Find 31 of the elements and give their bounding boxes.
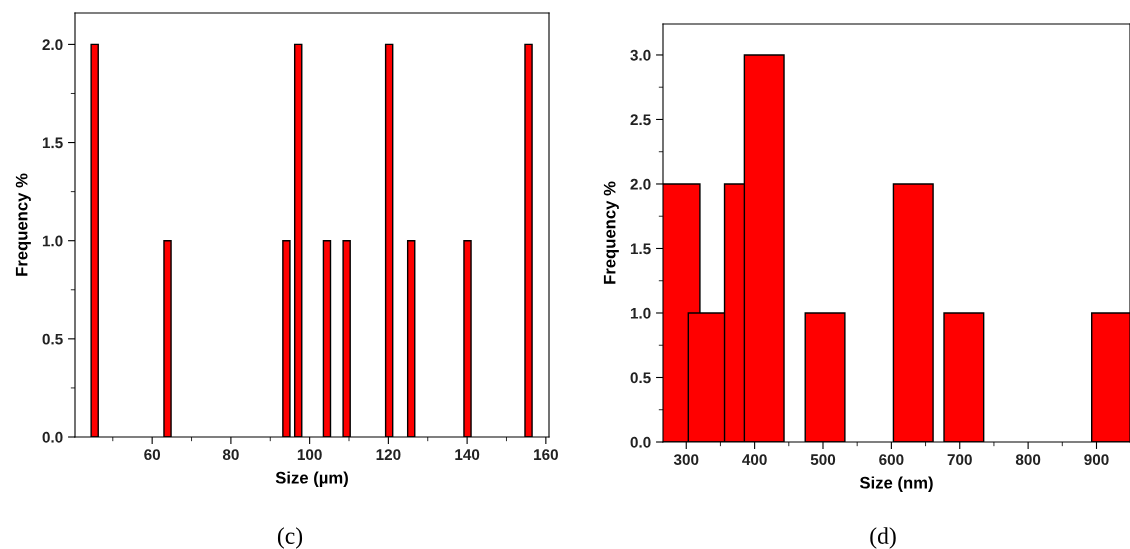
x-tick-label: 80 bbox=[222, 449, 239, 461]
text: (d) bbox=[870, 527, 896, 549]
y-tick-label: 1.5 bbox=[42, 137, 63, 149]
y-tick-label: 1.0 bbox=[42, 235, 63, 247]
y-tick-label: 1.0 bbox=[630, 307, 651, 319]
x-tick-label: 600 bbox=[879, 454, 904, 466]
x-tick-label: 800 bbox=[1015, 454, 1041, 466]
x-tick-label: 500 bbox=[810, 454, 836, 466]
x-axis-title: Size (nm) bbox=[859, 476, 933, 492]
x-tick-label: 100 bbox=[297, 449, 322, 461]
x-tick-label: 400 bbox=[742, 454, 767, 466]
x-tick-label: 60 bbox=[144, 449, 161, 461]
x-tick-label: 140 bbox=[455, 449, 480, 461]
y-tick-label: 1.5 bbox=[630, 243, 651, 255]
y-tick-label: 2.5 bbox=[630, 114, 651, 126]
y-tick-label: 0.5 bbox=[630, 372, 651, 384]
y-tick-label: 2.0 bbox=[630, 178, 651, 190]
y-axis-title: Frequency % bbox=[603, 181, 619, 284]
y-axis-title: Frequency % bbox=[15, 173, 31, 276]
y-tick-label: 0.0 bbox=[42, 431, 63, 443]
y-tick-label: 2.0 bbox=[42, 39, 63, 51]
x-tick-label: 900 bbox=[1084, 454, 1109, 466]
x-axis-title: Size (µm) bbox=[275, 471, 348, 487]
y-tick-label: 0.5 bbox=[42, 333, 63, 345]
x-tick-label: 300 bbox=[673, 454, 699, 466]
x-tick-label: 700 bbox=[947, 454, 972, 466]
x-tick-label: 160 bbox=[534, 449, 558, 461]
y-tick-label: 0.0 bbox=[630, 436, 651, 448]
x-tick-label: 120 bbox=[376, 449, 401, 461]
text: (c) bbox=[277, 527, 303, 549]
y-tick-label: 3.0 bbox=[630, 49, 651, 61]
